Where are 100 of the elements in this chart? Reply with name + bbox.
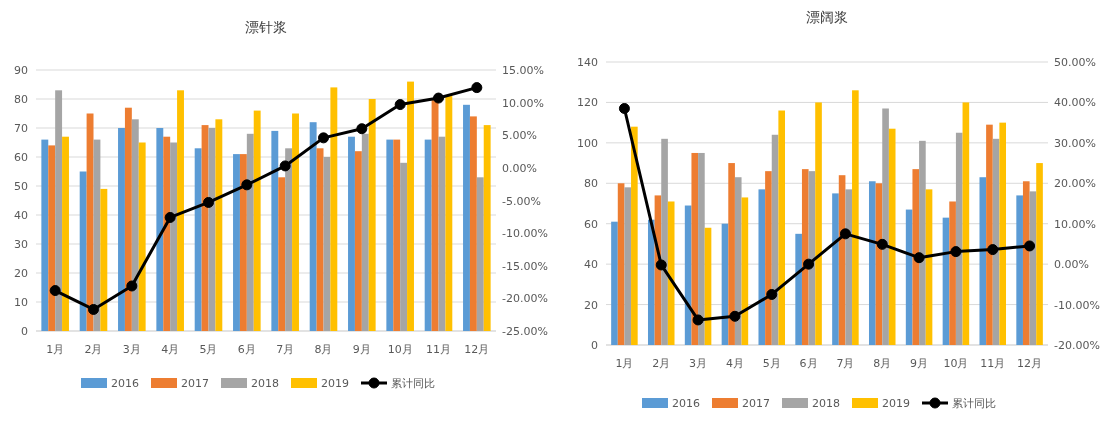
x-tick-label: 10月 [943,357,969,370]
bar [986,124,993,345]
bar [463,104,470,331]
point [692,314,704,326]
bar [48,145,56,331]
point [88,303,99,315]
bar [215,119,223,331]
y-tick-label: 90 [14,64,28,77]
bar [1016,195,1023,345]
x-tick-label: 11月 [426,343,451,356]
bar [611,221,618,345]
y-tick-label: 80 [14,93,28,106]
y-tick-label: 30 [14,238,28,251]
y2-tick-label: 20.00% [1054,177,1096,191]
point [203,196,214,208]
bar [888,128,896,345]
bar [86,113,94,331]
point [318,132,329,144]
bar [999,122,1007,345]
bar [62,136,69,331]
bar [124,107,132,331]
x-tick-label: 12月 [1017,357,1043,370]
y2-tick-label: -10.00% [1054,298,1100,312]
y-tick-label: 70 [14,122,28,135]
legend-label: 2018 [251,377,279,390]
y-tick-label: 0 [21,325,28,338]
point [1024,240,1036,252]
bar [170,142,178,331]
y2-tick-label: -15.00% [502,259,548,273]
x-tick-label: 9月 [910,357,929,370]
bar [832,193,839,345]
bar [979,177,987,345]
y-tick-label: 50 [14,180,28,193]
bar [845,189,853,345]
bar [912,169,920,345]
y2-tick-label: 40.00% [1054,96,1096,110]
bar [400,162,408,331]
bar [691,152,699,345]
bar [354,151,362,331]
x-tick-label: 4月 [161,343,180,356]
x-tick-label: 11月 [980,357,1006,370]
bar [919,140,926,345]
legend-label: 2017 [181,377,209,390]
point [241,179,253,191]
point [950,246,962,258]
y2-tick-label: -25.00% [502,325,548,338]
y-tick-label: 140 [577,56,598,69]
bar [483,125,491,331]
chart-title: 漂针浆 [245,19,287,35]
bar [41,139,49,331]
bar [815,102,822,345]
bar [368,99,376,331]
point [729,310,741,322]
bar [631,126,638,345]
legend-label: 2017 [742,397,770,410]
x-tick-label: 1月 [615,357,634,370]
point [839,228,851,240]
bar [698,152,705,345]
y-tick-label: 120 [577,96,598,110]
x-tick-label: 8月 [873,357,892,370]
bar [795,233,802,345]
bar [131,119,139,331]
bar [765,171,772,345]
bar [469,116,477,331]
y-tick-label: 60 [14,151,28,164]
bar [386,139,394,331]
bar [624,187,632,345]
x-tick-label: 6月 [799,357,818,370]
bar [292,113,299,331]
bar [445,96,453,331]
point [394,99,406,111]
point [987,244,999,256]
x-tick-label: 7月 [276,343,295,356]
bar [955,132,963,345]
x-tick-label: 5月 [762,357,781,370]
y-tick-label: 40 [584,258,598,272]
y2-tick-label: 10.00% [1054,217,1096,231]
legend-label: 累计同比 [952,397,996,410]
point [618,102,630,114]
legend-label: 2016 [111,377,139,390]
y-tick-label: 20 [584,298,598,312]
y2-tick-label: -5.00% [502,194,541,208]
x-tick-label: 6月 [237,343,256,356]
x-tick-label: 1月 [46,343,65,356]
y2-tick-label: -20.00% [1054,339,1100,352]
x-tick-label: 10月 [387,343,413,356]
y2-tick-label: 5.00% [502,129,537,143]
y2-tick-label: 0.00% [1054,258,1089,272]
point [126,280,138,292]
bar [253,110,261,331]
point [356,123,368,135]
bar [852,90,859,345]
bar [431,99,439,331]
y-tick-label: 0 [591,339,598,352]
bar [393,139,401,331]
y2-tick-label: 10.00% [502,96,544,110]
bar [758,189,766,345]
y2-tick-label: 15.00% [502,64,544,77]
x-tick-label: 7月 [836,357,855,370]
x-tick-label: 2月 [84,343,103,356]
